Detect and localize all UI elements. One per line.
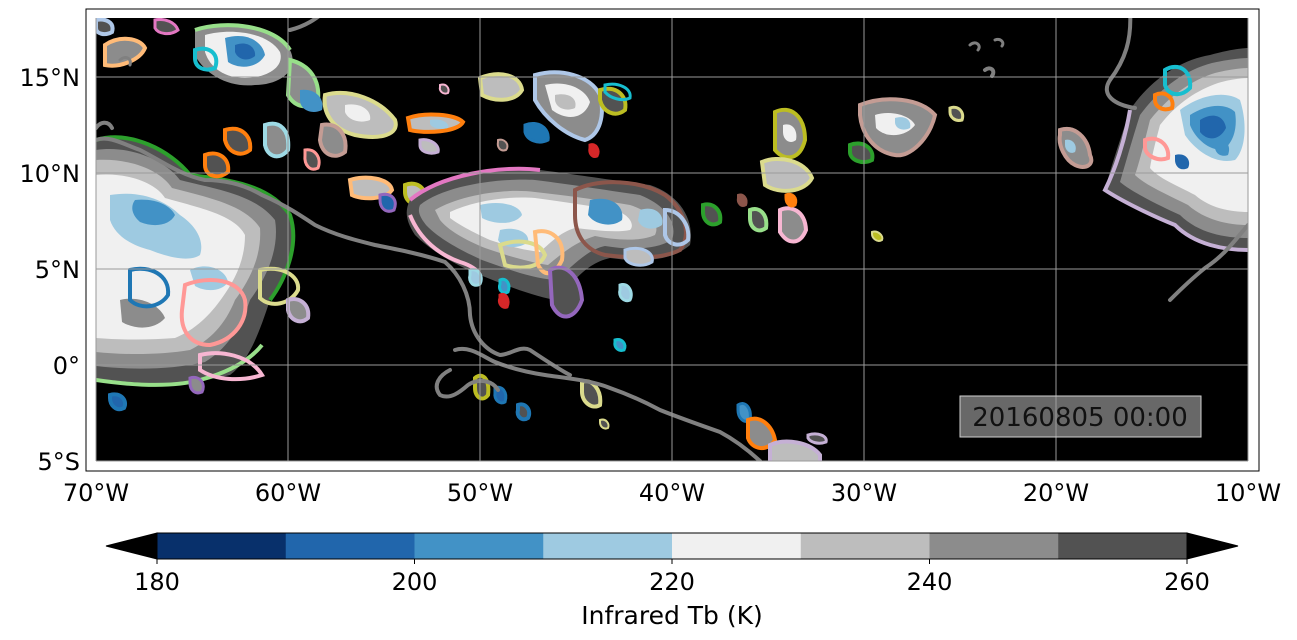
lat-tick-label: 0° [53, 352, 80, 380]
cloud-cluster-small-west [108, 112, 466, 412]
colorbar-tick-label: 220 [649, 568, 695, 596]
colorbar: 180 200 220 240 260 Infrared Tb (K) [105, 532, 1239, 630]
colorbar-label: Infrared Tb (K) [581, 601, 763, 630]
colorbar-segment [157, 533, 287, 559]
cloud-cluster-north-central [438, 70, 632, 158]
cloud-field [96, 18, 1248, 461]
lon-tick-label: 70°W [63, 479, 129, 507]
cloud-cluster-central [406, 166, 691, 352]
colorbar-extend-min [106, 533, 157, 559]
colorbar-tick-label: 180 [134, 568, 180, 596]
colorbar-segment [1058, 533, 1188, 559]
colorbar-segment [800, 533, 930, 559]
cloud-cluster-northwest [96, 18, 398, 139]
lat-tick-label: 5°N [35, 256, 80, 284]
cloud-cluster-south [473, 373, 828, 461]
colorbar-tick-label: 240 [907, 568, 953, 596]
coastlines [96, 18, 1248, 461]
latitude-tick-labels: 15°N 10°N 5°N 0° 5°S [20, 64, 81, 476]
colorbar-tick-label: 260 [1164, 568, 1210, 596]
lon-tick-label: 50°W [447, 479, 513, 507]
colorbar-extend-max [1187, 533, 1238, 559]
lon-tick-label: 40°W [639, 479, 705, 507]
cloud-cluster-east [1057, 48, 1248, 252]
colorbar-segment [543, 533, 673, 559]
lat-tick-label: 15°N [20, 64, 81, 92]
lon-tick-label: 30°W [831, 479, 897, 507]
lat-tick-label: 10°N [20, 160, 81, 188]
timestamp-text: 20160805 00:00 [972, 403, 1188, 433]
cloud-cluster-west [96, 135, 301, 387]
lon-tick-label: 60°W [255, 479, 321, 507]
longitude-tick-labels: 70°W 60°W 50°W 40°W 30°W 20°W 10°W [63, 479, 1281, 507]
cloud-cluster-mid-atlantic [701, 97, 965, 244]
lon-tick-label: 20°W [1023, 479, 1089, 507]
colorbar-segment [414, 533, 544, 559]
lon-tick-label: 10°W [1215, 479, 1281, 507]
colorbar-segment [285, 533, 415, 559]
timestamp-label: 20160805 00:00 [959, 395, 1202, 438]
lat-tick-label: 5°S [37, 448, 80, 476]
gridlines [95, 18, 1249, 462]
colorbar-segment [672, 533, 802, 559]
colorbar-segment [929, 533, 1059, 559]
colorbar-tick-label: 200 [392, 568, 438, 596]
